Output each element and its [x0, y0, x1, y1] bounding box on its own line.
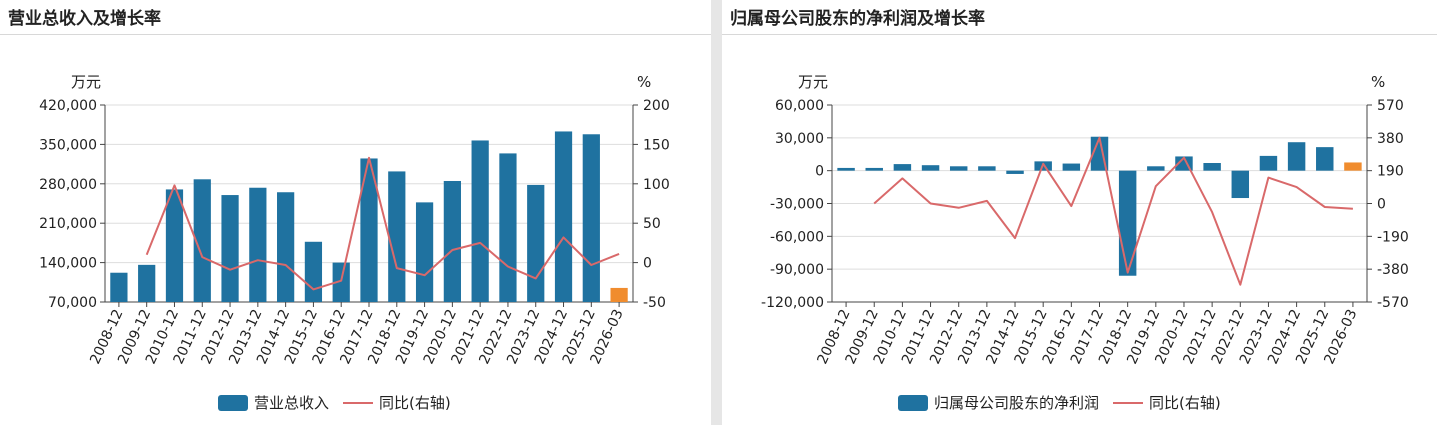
- bar: [388, 171, 406, 302]
- bar: [1316, 147, 1334, 171]
- bar: [1231, 170, 1250, 199]
- right-axis-tick-label: 0: [643, 256, 652, 272]
- right-axis-tick-label: -50: [643, 295, 666, 311]
- bar: [582, 134, 600, 302]
- bar: [1006, 170, 1024, 174]
- right-axis-tick-label: -380: [1377, 262, 1409, 278]
- bar: [978, 166, 996, 171]
- right-axis-tick-label: 380: [1377, 131, 1404, 147]
- title-divider: [0, 34, 711, 35]
- revenue-chart-panel: 营业总收入及增长率 万元% 420,000 350,000 280,000 210,00…: [0, 0, 711, 425]
- left-axis-tick-label: 70,000: [48, 295, 97, 311]
- bar: [527, 184, 545, 302]
- bar: [249, 187, 267, 302]
- left-axis-tick-label: -120,000: [761, 295, 824, 311]
- right-axis-unit: %: [1371, 73, 1385, 91]
- bar: [554, 131, 573, 302]
- bar: [471, 140, 489, 302]
- bar: [1259, 155, 1278, 171]
- right-axis-tick-label: 200: [643, 98, 670, 114]
- bar: [1062, 163, 1081, 171]
- left-axis-tick-label: 350,000: [39, 137, 97, 153]
- bar: [610, 287, 628, 302]
- legend-bar-swatch: [218, 394, 248, 411]
- bar: [499, 153, 517, 302]
- bar: [221, 195, 239, 302]
- legend-line-swatch: [343, 401, 374, 404]
- bar: [360, 158, 378, 302]
- growth-rate-line: [145, 156, 620, 291]
- bar: [893, 164, 912, 171]
- legend-line-label: 同比(右轴): [379, 394, 451, 412]
- legend-line-label: 同比(右轴): [1149, 394, 1221, 412]
- left-axis-tick-label: 210,000: [39, 216, 97, 232]
- chart-legend: 归属母公司股东的净利润 同比(右轴): [898, 392, 1221, 413]
- bar: [1287, 142, 1306, 171]
- right-axis-tick-label: 190: [1377, 164, 1404, 180]
- left-axis-unit: 万元: [71, 73, 101, 91]
- legend-bar-swatch: [898, 394, 928, 411]
- legend-line-swatch: [1113, 401, 1144, 404]
- chart-title: 归属母公司股东的净利润及增长率: [730, 9, 985, 29]
- bar: [304, 241, 323, 302]
- chart-legend: 营业总收入 同比(右轴): [218, 392, 451, 413]
- net-profit-chart: 万元 % 60,000 30,000 0 -30,000 -60,000 -90,000 -12…: [761, 73, 1409, 367]
- bar: [921, 165, 940, 171]
- right-axis-tick-label: 100: [643, 177, 670, 193]
- left-axis-unit: 万元: [798, 73, 828, 91]
- legend-bar-label: 营业总收入: [254, 394, 330, 412]
- bar: [415, 202, 434, 302]
- bar: [865, 167, 883, 171]
- bar: [110, 272, 128, 302]
- left-axis-tick-label: 30,000: [775, 131, 824, 147]
- bar: [949, 166, 968, 171]
- bar: [277, 192, 295, 302]
- left-axis-tick-label: 280,000: [39, 177, 97, 193]
- chart-title: 营业总收入及增长率: [8, 9, 161, 29]
- right-axis-tick-label: -570: [1377, 295, 1409, 311]
- right-axis-tick-label: 570: [1377, 98, 1404, 114]
- legend-bar-label: 归属母公司股东的净利润: [934, 394, 1100, 412]
- left-axis-tick-label: 0: [815, 164, 824, 180]
- bar: [1203, 163, 1221, 171]
- growth-rate-line: [873, 136, 1353, 286]
- revenue-chart: 万元 % 420,000 350,000 280,000 210,000 140,000 70…: [39, 73, 670, 367]
- bar: [332, 262, 350, 302]
- left-axis-tick-label: 140,000: [39, 256, 97, 272]
- bar: [1118, 170, 1137, 276]
- right-axis-tick-label: 0: [1377, 197, 1386, 213]
- left-axis-tick-label: -30,000: [770, 197, 824, 213]
- right-axis-tick-label: 50: [643, 216, 661, 232]
- bar: [1344, 162, 1362, 171]
- right-axis-tick-label: -190: [1377, 229, 1409, 245]
- left-axis-tick-label: 420,000: [39, 98, 97, 114]
- bar: [165, 189, 184, 302]
- bar: [193, 179, 211, 302]
- left-axis-tick-label: -60,000: [770, 229, 824, 245]
- net-profit-chart-panel: 归属母公司股东的净利润及增长率 万元% 60,000 30,000 0 -30,000 -…: [722, 0, 1437, 425]
- bar: [1147, 166, 1165, 171]
- bar: [443, 180, 461, 302]
- right-axis-unit: %: [637, 73, 651, 91]
- title-divider: [722, 34, 1437, 35]
- bar: [138, 264, 156, 302]
- bar: [837, 167, 855, 171]
- left-axis-tick-label: 60,000: [775, 98, 824, 114]
- right-axis-tick-label: 150: [643, 137, 670, 153]
- left-axis-tick-label: -90,000: [770, 262, 824, 278]
